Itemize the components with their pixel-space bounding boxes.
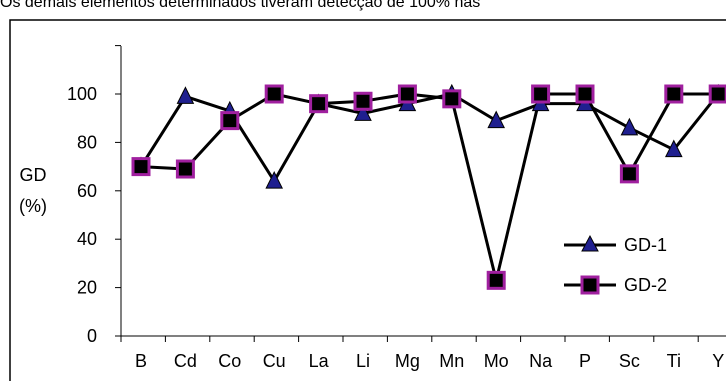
- data-point-gd-2-sc: [619, 164, 639, 184]
- data-point-gd-1-mo: [487, 110, 506, 129]
- y-axis-label-line1: GD: [20, 165, 47, 185]
- data-point-gd-2-mo: [486, 270, 506, 290]
- x-ticks: B Cd Co Cu La Li Mg Mn Mo Na P Sc Ti Y: [120, 336, 724, 371]
- chart-border: [9, 19, 726, 381]
- data-point-gd-2-y: [708, 84, 726, 104]
- data-point-gd-2-co: [220, 111, 240, 131]
- x-tick-label-sc: Sc: [619, 351, 640, 371]
- y-tick-label: 0: [87, 326, 97, 346]
- x-tick-label-y: Y: [712, 351, 724, 371]
- x-tick-label-mn: Mn: [439, 351, 464, 371]
- x-tick-label-co: Co: [218, 351, 241, 371]
- y-axis-label-line2: (%): [19, 196, 47, 216]
- y-ticks: 0 20 40 60 80 100: [67, 45, 121, 346]
- legend-triangle-marker: [581, 234, 599, 252]
- legend-label-gd1: GD-1: [624, 235, 667, 255]
- caption-text: Os demais elementos determinados tiveram…: [0, 0, 481, 11]
- x-tick-label-ti: Ti: [667, 351, 681, 371]
- data-point-gd-2-na: [531, 84, 551, 104]
- x-tick-label-cu: Cu: [263, 351, 286, 371]
- x-tick-label-mo: Mo: [484, 351, 509, 371]
- data-point-gd-1-cd: [176, 86, 195, 104]
- legend: GD-1 GD-2: [564, 234, 667, 295]
- data-point-gd-2-li: [353, 91, 373, 111]
- data-point-gd-2-b: [131, 157, 151, 177]
- data-point-gd-2-cu: [264, 84, 284, 104]
- x-tick-label-la: La: [309, 351, 330, 371]
- data-point-gd-1-sc: [620, 117, 639, 136]
- x-tick-label-cd: Cd: [174, 351, 197, 371]
- data-point-gd-2-p: [575, 84, 595, 104]
- x-tick-label-li: Li: [356, 351, 370, 371]
- y-tick-label: 80: [77, 132, 97, 152]
- data-point-gd-1-li: [354, 103, 372, 121]
- y-tick-label: 60: [77, 181, 97, 201]
- data-point-gd-1-ti: [664, 139, 683, 158]
- data-point-gd-2-la: [309, 94, 329, 114]
- y-tick-label: 20: [77, 278, 97, 298]
- data-point-gd-2-cd: [175, 159, 195, 179]
- legend-square-marker: [580, 275, 600, 295]
- x-tick-label-na: Na: [529, 351, 553, 371]
- data-point-gd-1-cu: [265, 171, 284, 189]
- y-tick-label: 40: [77, 229, 97, 249]
- x-tick-label-b: B: [135, 351, 147, 371]
- data-point-gd-2-mg: [397, 84, 417, 104]
- series-layer: [131, 83, 726, 290]
- legend-label-gd2: GD-2: [624, 275, 667, 295]
- data-point-gd-2-mn: [442, 89, 462, 109]
- data-point-gd-2-ti: [664, 84, 684, 104]
- x-tick-label-p: P: [579, 351, 591, 371]
- y-tick-label: 100: [67, 84, 97, 104]
- x-tick-label-mg: Mg: [395, 351, 420, 371]
